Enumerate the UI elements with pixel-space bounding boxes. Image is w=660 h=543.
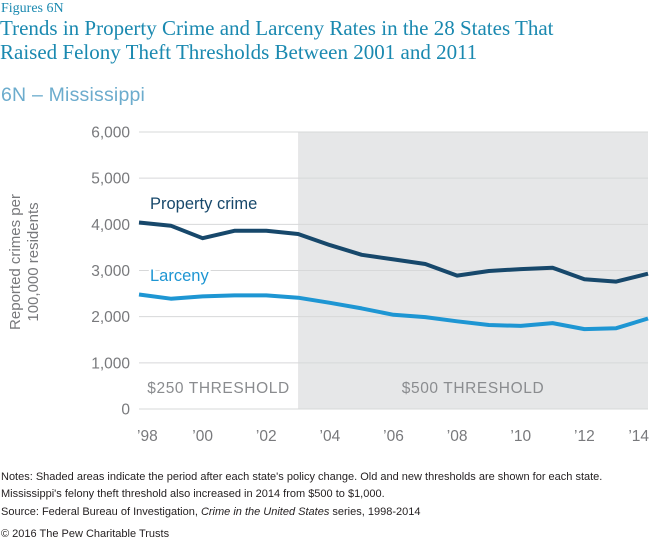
x-tick-label: ’10 — [510, 428, 531, 445]
y-tick-label: 1,000 — [91, 355, 130, 372]
notes-text: Notes: Shaded areas indicate the period … — [1, 471, 603, 500]
threshold-label: $500 THRESHOLD — [402, 380, 545, 397]
x-tick-label: ’98 — [137, 428, 158, 445]
property-crime-line — [138, 220, 649, 284]
figure-label: Figures 6N — [1, 1, 64, 16]
larceny-line — [138, 292, 649, 332]
y-tick-label: 6,000 — [91, 125, 130, 142]
x-tick-label: ’08 — [447, 428, 468, 445]
x-tick-label: ’12 — [574, 428, 595, 445]
x-tick-label: ’06 — [383, 428, 404, 445]
threshold-label: $250 THRESHOLD — [147, 380, 290, 397]
x-tick-label: ’14 — [628, 428, 649, 445]
source-publication: Crime in the United States — [200, 506, 330, 518]
y-tick-label: 3,000 — [91, 263, 130, 280]
series-label-property-crime: Property crime — [150, 195, 257, 213]
copyright-text: © 2016 The Pew Charitable Trusts — [1, 528, 170, 540]
trend-line-chart: 0 1,000 2,000 3,000 4,000 5,000 6,000 $250 THRE… — [7, 125, 649, 446]
y-axis-title: Reported crimes per — [7, 194, 24, 330]
source-prefix: Source: Federal Bureau of Investigation, — [1, 506, 201, 518]
series-label-larceny: Larceny — [150, 267, 209, 285]
source-suffix: series, 1998-2014 — [329, 506, 421, 518]
figure-title: Trends in Property Crime and Larceny Rat… — [0, 16, 648, 64]
figure-title-line2: Raised Felony Theft Thresholds Between 2… — [0, 40, 478, 64]
figure-title-line1: Trends in Property Crime and Larceny Rat… — [0, 16, 554, 40]
y-tick-label: 4,000 — [91, 217, 130, 234]
x-tick-label: ’02 — [256, 428, 277, 445]
y-tick-label: 2,000 — [91, 309, 130, 326]
y-tick-label: 0 — [121, 402, 130, 419]
x-tick-label: ’00 — [192, 428, 213, 445]
y-axis-title: 100,000 residents — [25, 202, 42, 321]
source-text: Source: Federal Bureau of Investigation,… — [1, 506, 657, 518]
x-tick-label: ’04 — [320, 428, 341, 445]
y-tick-label: 5,000 — [91, 171, 130, 188]
figure-subtitle: 6N – Mississippi — [1, 84, 146, 106]
